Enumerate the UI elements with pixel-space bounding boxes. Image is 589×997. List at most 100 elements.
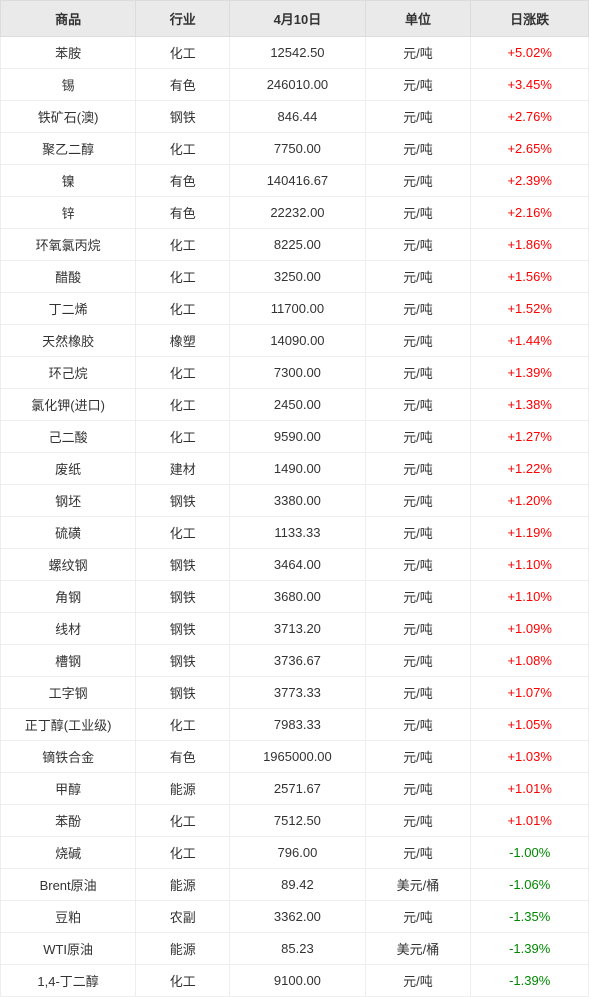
cell-industry: 有色 [136, 165, 230, 197]
cell-product: 工字钢 [1, 677, 136, 709]
col-product: 商品 [1, 1, 136, 37]
table-row: 角钢钢铁3680.00元/吨+1.10% [1, 581, 589, 613]
cell-product: 甲醇 [1, 773, 136, 805]
cell-change: +1.07% [471, 677, 589, 709]
cell-product: 豆粕 [1, 901, 136, 933]
cell-change: +1.05% [471, 709, 589, 741]
cell-price: 2450.00 [230, 389, 365, 421]
cell-industry: 钢铁 [136, 549, 230, 581]
cell-product: 环己烷 [1, 357, 136, 389]
cell-price: 2571.67 [230, 773, 365, 805]
cell-change: +1.22% [471, 453, 589, 485]
cell-industry: 建材 [136, 453, 230, 485]
table-row: 烧碱化工796.00元/吨-1.00% [1, 837, 589, 869]
table-row: 甲醇能源2571.67元/吨+1.01% [1, 773, 589, 805]
cell-change: +1.52% [471, 293, 589, 325]
table-row: 苯酚化工7512.50元/吨+1.01% [1, 805, 589, 837]
cell-price: 7300.00 [230, 357, 365, 389]
cell-price: 89.42 [230, 869, 365, 901]
cell-price: 9590.00 [230, 421, 365, 453]
cell-change: +1.27% [471, 421, 589, 453]
cell-unit: 元/吨 [365, 69, 471, 101]
table-body: 苯胺化工12542.50元/吨+5.02%锡有色246010.00元/吨+3.4… [1, 37, 589, 997]
cell-industry: 钢铁 [136, 645, 230, 677]
cell-price: 7750.00 [230, 133, 365, 165]
cell-industry: 有色 [136, 741, 230, 773]
table-row: 苯胺化工12542.50元/吨+5.02% [1, 37, 589, 69]
cell-industry: 钢铁 [136, 613, 230, 645]
cell-product: 锡 [1, 69, 136, 101]
cell-product: 苯酚 [1, 805, 136, 837]
cell-product: Brent原油 [1, 869, 136, 901]
cell-price: 22232.00 [230, 197, 365, 229]
cell-unit: 美元/桶 [365, 933, 471, 965]
cell-unit: 元/吨 [365, 357, 471, 389]
cell-industry: 橡塑 [136, 325, 230, 357]
cell-industry: 钢铁 [136, 485, 230, 517]
cell-change: -1.39% [471, 965, 589, 997]
table-row: Brent原油能源89.42美元/桶-1.06% [1, 869, 589, 901]
cell-product: 硫磺 [1, 517, 136, 549]
cell-industry: 能源 [136, 933, 230, 965]
col-industry: 行业 [136, 1, 230, 37]
cell-price: 1490.00 [230, 453, 365, 485]
table-row: 己二酸化工9590.00元/吨+1.27% [1, 421, 589, 453]
cell-price: 3380.00 [230, 485, 365, 517]
cell-industry: 能源 [136, 773, 230, 805]
cell-price: 3250.00 [230, 261, 365, 293]
cell-unit: 元/吨 [365, 485, 471, 517]
cell-industry: 钢铁 [136, 101, 230, 133]
cell-product: 1,4-丁二醇 [1, 965, 136, 997]
table-row: WTI原油能源85.23美元/桶-1.39% [1, 933, 589, 965]
table-row: 线材钢铁3713.20元/吨+1.09% [1, 613, 589, 645]
cell-price: 846.44 [230, 101, 365, 133]
cell-unit: 元/吨 [365, 677, 471, 709]
col-change: 日涨跌 [471, 1, 589, 37]
cell-product: 槽钢 [1, 645, 136, 677]
table-row: 锡有色246010.00元/吨+3.45% [1, 69, 589, 101]
cell-change: +1.38% [471, 389, 589, 421]
cell-product: 镍 [1, 165, 136, 197]
cell-product: 铁矿石(澳) [1, 101, 136, 133]
table-row: 丁二烯化工11700.00元/吨+1.52% [1, 293, 589, 325]
cell-change: -1.06% [471, 869, 589, 901]
table-header: 商品 行业 4月10日 单位 日涨跌 [1, 1, 589, 37]
cell-industry: 化工 [136, 133, 230, 165]
col-date-price: 4月10日 [230, 1, 365, 37]
cell-industry: 化工 [136, 421, 230, 453]
table-row: 醋酸化工3250.00元/吨+1.56% [1, 261, 589, 293]
cell-price: 12542.50 [230, 37, 365, 69]
cell-industry: 化工 [136, 517, 230, 549]
cell-unit: 元/吨 [365, 837, 471, 869]
cell-price: 3680.00 [230, 581, 365, 613]
cell-unit: 元/吨 [365, 229, 471, 261]
cell-change: -1.35% [471, 901, 589, 933]
table-row: 锌有色22232.00元/吨+2.16% [1, 197, 589, 229]
table-row: 铁矿石(澳)钢铁846.44元/吨+2.76% [1, 101, 589, 133]
table-row: 槽钢钢铁3736.67元/吨+1.08% [1, 645, 589, 677]
cell-change: -1.00% [471, 837, 589, 869]
cell-price: 3362.00 [230, 901, 365, 933]
cell-change: +5.02% [471, 37, 589, 69]
table-row: 硫磺化工1133.33元/吨+1.19% [1, 517, 589, 549]
cell-unit: 元/吨 [365, 197, 471, 229]
cell-industry: 化工 [136, 805, 230, 837]
cell-product: 丁二烯 [1, 293, 136, 325]
table-row: 1,4-丁二醇化工9100.00元/吨-1.39% [1, 965, 589, 997]
cell-price: 3773.33 [230, 677, 365, 709]
cell-change: +2.76% [471, 101, 589, 133]
cell-unit: 美元/桶 [365, 869, 471, 901]
cell-price: 14090.00 [230, 325, 365, 357]
table-row: 正丁醇(工业级)化工7983.33元/吨+1.05% [1, 709, 589, 741]
cell-industry: 化工 [136, 229, 230, 261]
cell-product: 角钢 [1, 581, 136, 613]
cell-industry: 化工 [136, 389, 230, 421]
commodity-table: 商品 行业 4月10日 单位 日涨跌 苯胺化工12542.50元/吨+5.02%… [0, 0, 589, 997]
cell-unit: 元/吨 [365, 741, 471, 773]
cell-price: 796.00 [230, 837, 365, 869]
cell-product: 钢坯 [1, 485, 136, 517]
cell-unit: 元/吨 [365, 293, 471, 325]
cell-unit: 元/吨 [365, 37, 471, 69]
table-row: 镝铁合金有色1965000.00元/吨+1.03% [1, 741, 589, 773]
cell-unit: 元/吨 [365, 901, 471, 933]
